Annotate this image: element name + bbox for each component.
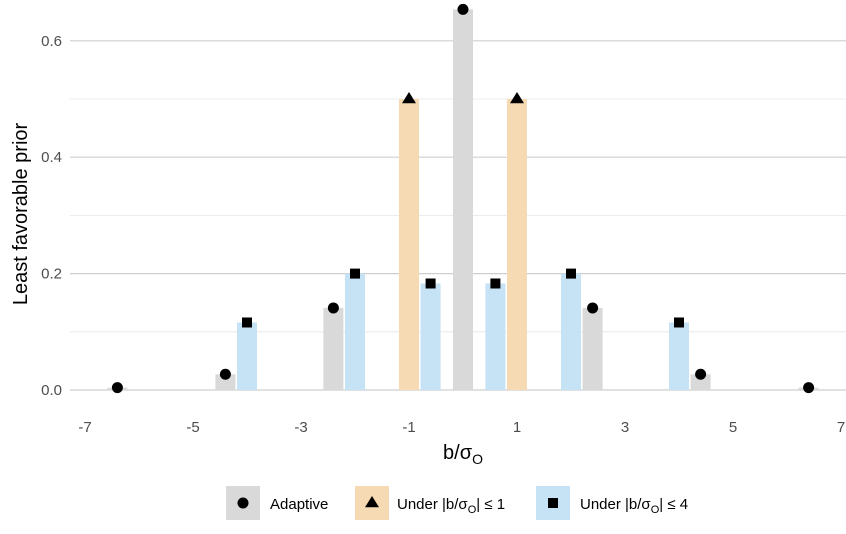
bar-series-2	[507, 99, 527, 390]
x-tick-label: -3	[294, 419, 307, 436]
bar-series-3	[237, 322, 257, 390]
point-series-1	[111, 382, 123, 394]
x-tick-label: 1	[513, 419, 521, 436]
y-tick-label: 0.2	[41, 266, 62, 283]
x-tick-label: 7	[837, 419, 845, 436]
y-tick-label: 0.0	[41, 382, 62, 399]
bar-series-2	[399, 99, 419, 390]
bar-series-1	[582, 307, 603, 390]
point-series-3	[242, 317, 252, 328]
point-series-1	[587, 302, 599, 314]
bars	[107, 9, 819, 390]
legend-key-marker	[237, 497, 249, 509]
x-axis-ticks: -7 -5 -3 -1 1 3 5 7	[78, 419, 845, 436]
point-series-1	[803, 382, 815, 394]
point-series-1	[219, 368, 231, 380]
bar-series-3	[669, 322, 689, 390]
point-series-2	[510, 92, 524, 104]
legend-item-2: Under |b/σO| ≤ 1	[355, 486, 505, 520]
point-series-3	[350, 268, 360, 279]
legend-label: Under |b/σO| ≤ 1	[397, 496, 505, 516]
bar-series-3	[420, 283, 441, 390]
legend-label: Under |b/σO| ≤ 4	[580, 496, 688, 516]
x-tick-label: -7	[78, 419, 91, 436]
y-tick-label: 0.6	[41, 33, 62, 50]
points	[111, 3, 815, 394]
point-series-3	[425, 278, 436, 289]
x-tick-label: -1	[402, 419, 415, 436]
point-series-1	[457, 3, 469, 15]
y-axis-ticks: 0.0 0.2 0.4 0.6	[41, 33, 62, 399]
x-axis-title: b/σO	[443, 442, 483, 467]
point-series-1	[327, 302, 339, 314]
bar-series-3	[561, 273, 581, 390]
point-series-2	[402, 92, 416, 104]
y-tick-label: 0.4	[41, 149, 62, 166]
point-series-3	[674, 317, 684, 328]
legend-item-3: Under |b/σO| ≤ 4	[536, 486, 688, 520]
legend-key-marker	[365, 496, 379, 508]
bar-series-3	[345, 273, 365, 390]
bar-series-1	[453, 9, 473, 390]
legend-item-1: Adaptive	[226, 486, 328, 520]
x-tick-label: -5	[186, 419, 199, 436]
legend-key-marker	[548, 498, 558, 508]
point-series-3	[566, 268, 576, 279]
y-axis-title: Least favorable prior	[10, 123, 32, 306]
point-series-1	[695, 368, 707, 380]
x-tick-label: 3	[621, 419, 629, 436]
legend-label: Adaptive	[270, 496, 328, 513]
bar-series-1	[323, 307, 344, 390]
legend: Adaptive Under |b/σO| ≤ 1 Under |b/σO| ≤ 4	[226, 486, 688, 520]
bar-series-1	[215, 374, 236, 390]
bar-series-3	[485, 283, 506, 390]
x-tick-label: 5	[729, 419, 737, 436]
bar-series-1	[690, 374, 711, 390]
point-series-3	[490, 278, 501, 289]
